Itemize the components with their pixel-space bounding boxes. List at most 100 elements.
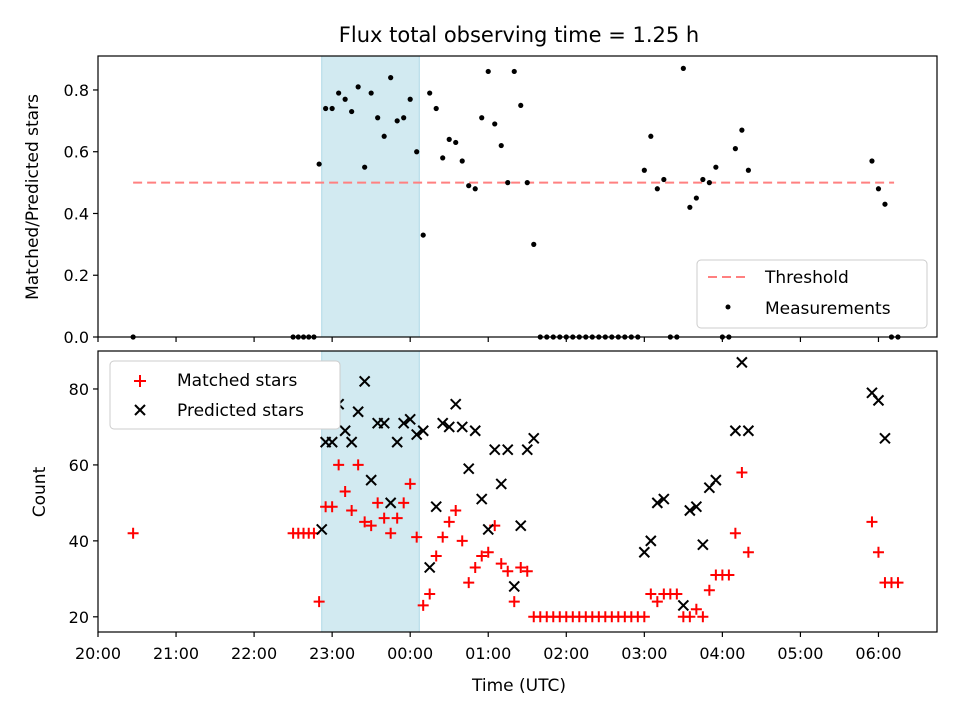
matched-star-marker [450, 504, 462, 516]
matched-star-marker [892, 577, 904, 589]
predicted-star-marker [339, 425, 351, 437]
predicted-star-marker [495, 478, 507, 490]
time-tick-label: 03:00 [621, 644, 667, 663]
matched-star-marker [515, 561, 527, 573]
measurement-point [453, 139, 459, 146]
predicted-star-marker [528, 432, 540, 445]
matched-star-marker [495, 558, 507, 570]
matched-star-marker [736, 467, 748, 479]
time-tick-label: 00:00 [387, 644, 433, 663]
time-tick-label: 21:00 [153, 644, 199, 663]
time-tick-label: 04:00 [699, 644, 745, 663]
measurement-point [349, 108, 355, 115]
predicted-star-marker [365, 474, 377, 486]
measurement-point [407, 96, 413, 102]
measurement-point [414, 149, 420, 155]
predicted-star-marker [710, 474, 722, 486]
predicted-star-marker [316, 523, 328, 536]
measurement-point [362, 164, 368, 170]
measurement-point [336, 90, 342, 96]
measurement-point [427, 90, 433, 96]
matched-star-marker [424, 588, 436, 600]
matched-star-marker [476, 550, 488, 562]
matched-star-marker [417, 599, 429, 611]
figure-title: Flux total observing time = 1.25 h [339, 23, 699, 47]
matched-star-marker [404, 478, 416, 490]
predicted-star-marker [508, 580, 520, 593]
measurement-point [492, 121, 498, 127]
time-tick-label: 22:00 [231, 644, 277, 663]
predicted-star-marker [410, 428, 423, 441]
matched-star-marker [482, 546, 494, 558]
ratio-y-tick-label: 0.6 [64, 143, 89, 162]
time-tick-label: 02:00 [543, 644, 589, 663]
predicted-star-marker [397, 417, 410, 429]
matched-star-marker [398, 497, 410, 509]
predicted-star-marker [502, 444, 514, 456]
predicted-star-marker [515, 519, 527, 532]
matched-star-marker [638, 611, 650, 623]
count-legend-frame [109, 360, 341, 430]
measurement-point [472, 186, 478, 192]
measurement-point [388, 75, 394, 81]
matched-star-marker [313, 596, 325, 608]
measurement-point [401, 115, 407, 121]
predicted-star-marker [658, 493, 670, 505]
predicted-star-marker [729, 425, 742, 437]
time-tick-label: 01:00 [465, 644, 511, 663]
time-tick-label: 23:00 [309, 644, 355, 663]
ratio-legend-frame [696, 259, 928, 329]
measurement-point [316, 161, 322, 167]
predicted-star-marker [736, 356, 748, 369]
predicted-star-marker [404, 413, 416, 426]
matched-star-marker [729, 527, 741, 539]
measurement-point [654, 186, 660, 192]
ratio-panel: Matched/Predicted stars 0.00.20.40.60.8 … [23, 55, 938, 347]
count-y-tick-label: 80 [69, 380, 89, 399]
ratio-y-tick-label: 0.4 [64, 204, 89, 223]
matched-star-marker [723, 569, 735, 581]
measurement-point [693, 195, 699, 201]
measurement-point [381, 133, 387, 139]
measurement-point [869, 158, 875, 164]
threshold-legend-label: Threshold [764, 268, 849, 288]
measurement-point [355, 84, 361, 90]
matched-star-marker [866, 516, 878, 528]
matched-star-marker [703, 584, 715, 596]
measurement-point [687, 204, 693, 210]
predicted-star-marker [430, 500, 442, 513]
measurement-point [518, 102, 524, 109]
measurements-legend-label: Measurements [765, 299, 891, 319]
predicted-star-marker [638, 546, 651, 558]
matched-star-marker [372, 497, 384, 509]
matched-star-marker [690, 603, 702, 615]
matched-star-marker [684, 611, 696, 623]
matched-star-marker [443, 516, 455, 528]
ratio-y-tick-label: 0.2 [64, 266, 89, 285]
matched-star-marker [352, 459, 364, 471]
matched-star-marker [385, 527, 397, 539]
measurement-point [329, 105, 335, 112]
ratio-axes-frame [97, 55, 938, 338]
matched-star-marker [463, 577, 475, 589]
matched-star-marker [430, 550, 442, 562]
predicted-star-marker [476, 493, 488, 505]
predicted-legend-label: Predicted stars [177, 401, 304, 421]
matched-star-marker [521, 565, 533, 577]
matched-star-marker [502, 565, 514, 577]
count-y-tick-label: 40 [69, 532, 89, 551]
measurement-point [700, 176, 706, 183]
predicted-star-marker [417, 425, 429, 437]
measurement-point [531, 241, 537, 247]
predicted-star-marker [651, 497, 664, 509]
predicted-star-marker [326, 436, 338, 448]
measurement-point [466, 183, 472, 189]
ratio-legend: Threshold Measurements [696, 259, 928, 329]
matched-star-marker [339, 486, 351, 497]
matched-star-marker [872, 546, 884, 558]
matched-star-marker [697, 611, 709, 623]
matched-star-marker [456, 535, 468, 547]
predicted-star-marker [423, 561, 436, 574]
measurement-point [524, 180, 530, 186]
predicted-star-marker [443, 421, 455, 433]
